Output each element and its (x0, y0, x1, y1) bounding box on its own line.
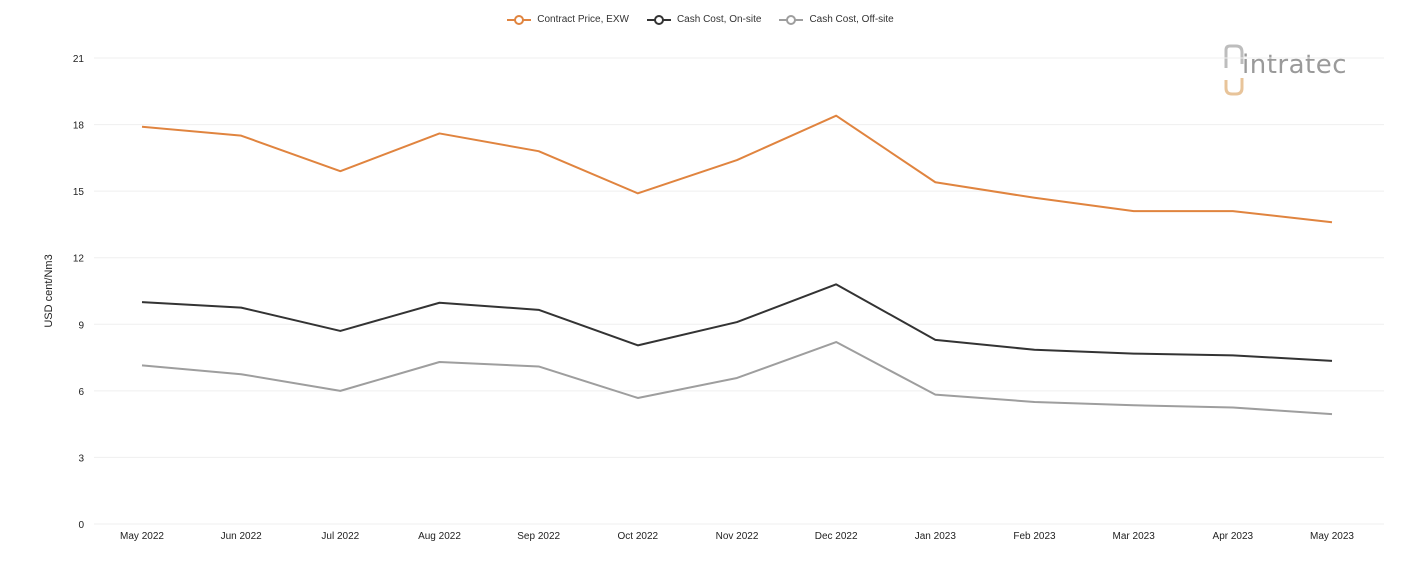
chart-legend: Contract Price, EXW Cash Cost, On-site C… (0, 14, 1401, 25)
intratec-logo: intratec (1222, 40, 1372, 100)
data-point[interactable] (1131, 208, 1137, 214)
x-tick-label: May 2022 (120, 531, 164, 542)
legend-marker-cash-cost-off-site (779, 14, 804, 25)
data-point[interactable] (833, 113, 839, 119)
data-point[interactable] (337, 168, 343, 174)
data-point[interactable] (337, 388, 343, 394)
data-point[interactable] (635, 190, 641, 196)
x-tick-label: Apr 2023 (1213, 531, 1254, 542)
data-point[interactable] (932, 179, 938, 185)
y-tick-label: 9 (78, 320, 84, 331)
data-point[interactable] (139, 124, 145, 130)
x-tick-label: Oct 2022 (618, 531, 659, 542)
y-axis-title: USD cent/Nm3 (43, 254, 55, 327)
legend-marker-cash-cost-on-site (646, 14, 671, 25)
data-point[interactable] (932, 392, 938, 398)
x-tick-label: Sep 2022 (517, 531, 560, 542)
series-line-0 (141, 114, 1333, 224)
x-tick-label: Jan 2023 (915, 531, 957, 542)
data-point[interactable] (833, 339, 839, 345)
data-point[interactable] (337, 328, 343, 334)
data-point[interactable] (1230, 405, 1236, 411)
data-point[interactable] (437, 300, 443, 306)
data-point[interactable] (635, 395, 641, 401)
data-point[interactable] (932, 337, 938, 343)
data-point[interactable] (1329, 358, 1335, 364)
data-point[interactable] (1032, 347, 1038, 353)
data-point[interactable] (437, 130, 443, 136)
data-point[interactable] (536, 148, 542, 154)
logo-mark-icon (1224, 44, 1244, 96)
data-point[interactable] (1230, 352, 1236, 358)
x-tick-label: Jul 2022 (321, 531, 359, 542)
series-line-1 (141, 283, 1333, 362)
y-tick-label: 6 (78, 387, 84, 398)
data-point[interactable] (238, 133, 244, 139)
y-tick-label: 21 (73, 54, 85, 65)
series-line-2 (141, 341, 1333, 416)
data-point[interactable] (139, 362, 145, 368)
legend-item-cash-cost-off-site[interactable]: Cash Cost, Off-site (779, 14, 894, 25)
x-tick-label: Aug 2022 (418, 531, 461, 542)
data-point[interactable] (635, 342, 641, 348)
data-point[interactable] (1032, 195, 1038, 201)
data-point[interactable] (139, 299, 145, 305)
x-tick-label: Mar 2023 (1113, 531, 1156, 542)
legend-label: Cash Cost, Off-site (809, 14, 894, 25)
data-point[interactable] (1329, 219, 1335, 225)
data-point[interactable] (1131, 402, 1137, 408)
data-point[interactable] (238, 305, 244, 311)
x-tick-label: Nov 2022 (716, 531, 759, 542)
data-point[interactable] (1032, 399, 1038, 405)
y-tick-label: 15 (73, 187, 85, 198)
data-point[interactable] (734, 319, 740, 325)
logo-text: intratec (1242, 50, 1348, 80)
y-tick-label: 18 (73, 121, 85, 132)
x-tick-label: Dec 2022 (815, 531, 858, 542)
legend-item-cash-cost-on-site[interactable]: Cash Cost, On-site (646, 14, 762, 25)
data-point[interactable] (1131, 351, 1137, 357)
x-tick-label: Jun 2022 (221, 531, 263, 542)
x-tick-label: May 2023 (1310, 531, 1354, 542)
y-tick-label: 12 (73, 254, 85, 265)
data-point[interactable] (1329, 411, 1335, 417)
x-axis-ticks: May 2022 Jun 2022 Jul 2022 Aug 2022 Sep 2022… (120, 531, 1354, 542)
data-point[interactable] (1230, 208, 1236, 214)
data-point[interactable] (734, 375, 740, 381)
data-point[interactable] (536, 307, 542, 313)
y-axis-ticks: 0 3 6 9 12 15 18 21 (73, 54, 85, 531)
grid-layer (94, 57, 1384, 525)
data-point[interactable] (437, 359, 443, 365)
legend-label: Cash Cost, On-site (676, 14, 762, 25)
y-tick-label: 0 (78, 520, 84, 531)
data-point[interactable] (238, 371, 244, 377)
series-layer (139, 113, 1335, 417)
data-point[interactable] (734, 157, 740, 163)
y-tick-label: 3 (78, 453, 84, 464)
legend-item-contract-price[interactable]: Contract Price, EXW (507, 14, 629, 25)
data-point[interactable] (833, 281, 839, 287)
legend-label: Contract Price, EXW (537, 14, 629, 25)
x-tick-label: Feb 2023 (1013, 531, 1056, 542)
legend-marker-contract-price (507, 14, 532, 25)
data-point[interactable] (536, 363, 542, 369)
